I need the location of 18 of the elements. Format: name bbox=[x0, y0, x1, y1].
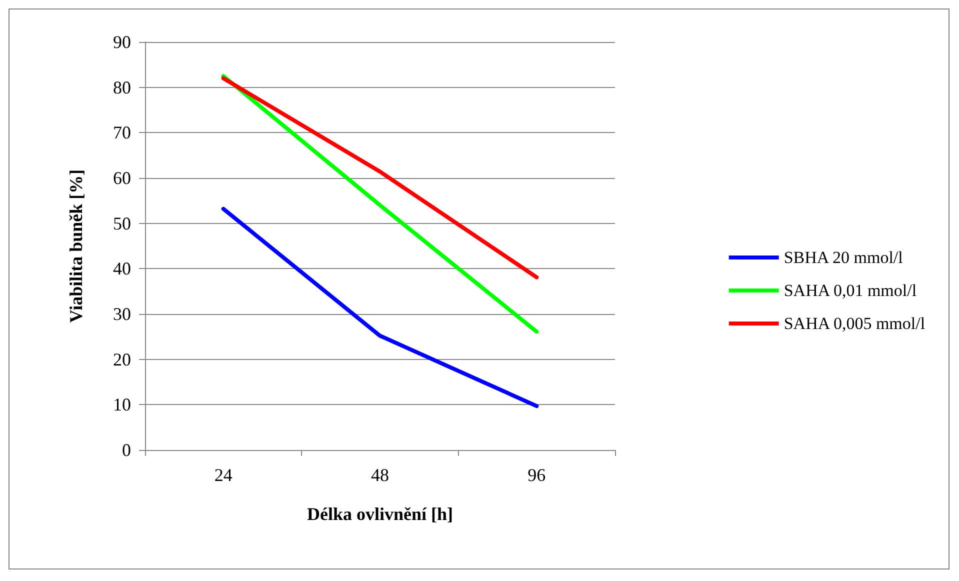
y-tick-label: 60 bbox=[113, 168, 131, 188]
y-tick-label: 40 bbox=[113, 258, 131, 279]
legend-label: SAHA 0,005 mmol/l bbox=[784, 314, 926, 333]
y-tick-label: 80 bbox=[113, 77, 131, 98]
y-tick-label: 70 bbox=[113, 122, 131, 143]
x-axis-title: Délka ovlivnění [h] bbox=[306, 504, 454, 524]
legend-label: SBHA 20 mmol/l bbox=[784, 248, 904, 267]
y-axis-title: Viabilita buněk [%] bbox=[66, 169, 86, 323]
y-tick-label: 90 bbox=[113, 32, 131, 52]
x-tick-label: 24 bbox=[214, 465, 232, 485]
y-tick-label: 30 bbox=[113, 304, 131, 324]
y-tick-label: 20 bbox=[113, 349, 131, 370]
x-tick-label: 96 bbox=[528, 465, 546, 485]
y-tick-label: 0 bbox=[122, 440, 131, 460]
y-tick-label: 10 bbox=[113, 394, 131, 415]
y-tick-label: 50 bbox=[113, 213, 131, 234]
x-tick-label: 48 bbox=[371, 465, 389, 485]
legend-label: SAHA 0,01 mmol/l bbox=[784, 281, 917, 300]
